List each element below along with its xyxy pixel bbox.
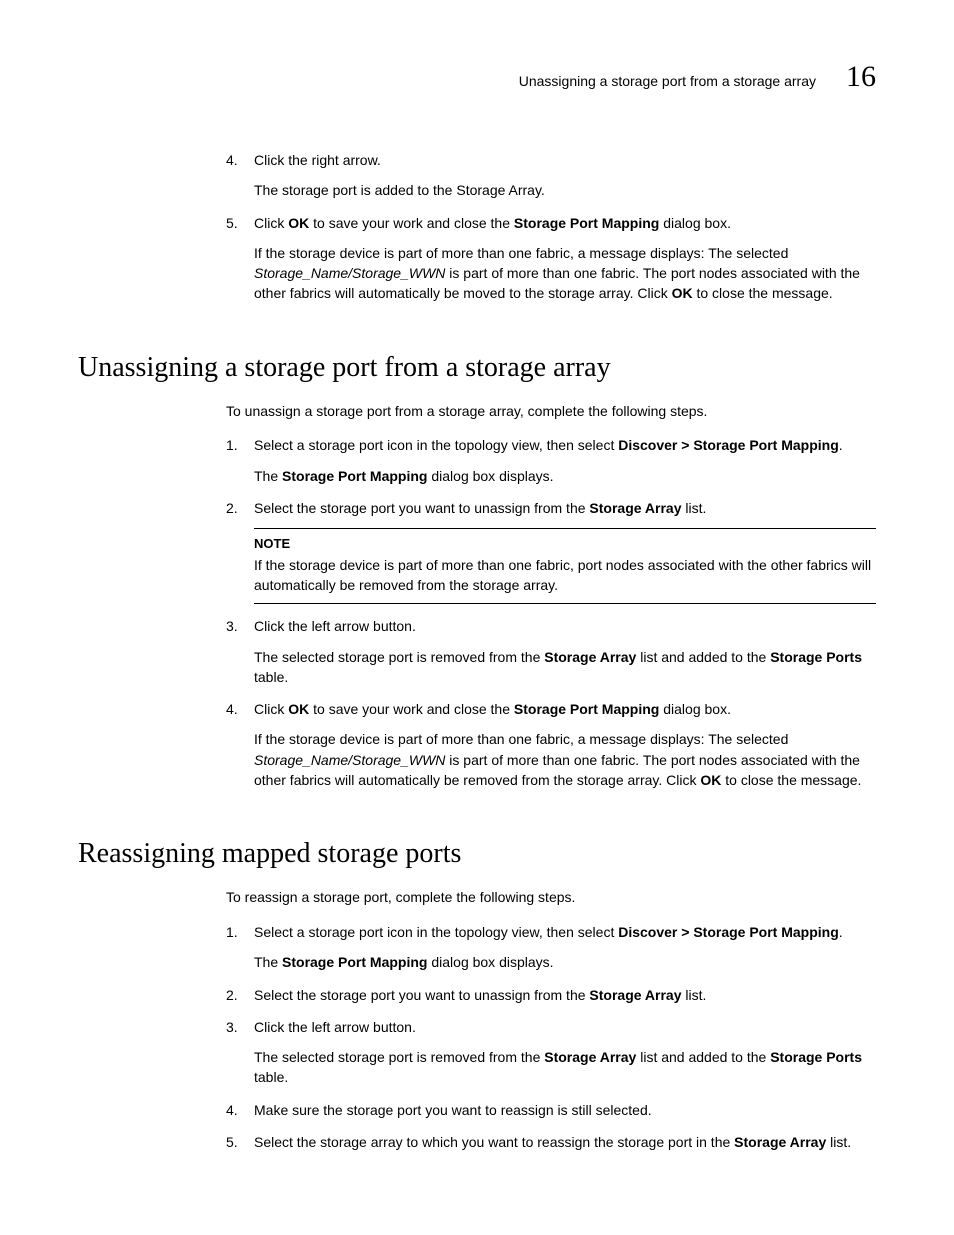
step-sub: If the storage device is part of more th… [254, 729, 876, 790]
text-run: list. [826, 1134, 851, 1150]
note-box: NOTE If the storage device is part of mo… [254, 528, 876, 604]
text-run: The [254, 468, 282, 484]
text-run: . [839, 437, 843, 453]
step-sub: The selected storage port is removed fro… [254, 647, 876, 688]
text-run: table. [254, 669, 288, 685]
bold-run: Discover > Storage Port Mapping [618, 924, 839, 940]
bold-run: Storage Array [734, 1134, 826, 1150]
text-run: table. [254, 1069, 288, 1085]
step-4: 4. Make sure the storage port you want t… [226, 1100, 876, 1120]
section-unassigning: To unassign a storage port from a storag… [226, 402, 876, 791]
prior-steps: 4. Click the right arrow. The storage po… [226, 150, 876, 304]
text-run: list and added to the [636, 1049, 770, 1065]
step-5: 5. Select the storage array to which you… [226, 1132, 876, 1152]
step-4: 4. Click the right arrow. The storage po… [226, 150, 876, 201]
text-run: dialog box displays. [427, 954, 553, 970]
step-1: 1. Select a storage port icon in the top… [226, 922, 876, 973]
step-sub: The Storage Port Mapping dialog box disp… [254, 952, 876, 972]
bold-run: Storage Ports [770, 1049, 862, 1065]
bold-run: Storage Port Mapping [282, 468, 427, 484]
step-text: Click the left arrow button. [254, 618, 416, 634]
bold-run: Storage Array [589, 500, 681, 516]
text-run: to close the message. [693, 285, 833, 301]
text-run: to save your work and close the [309, 701, 514, 717]
text-run: list. [682, 987, 707, 1003]
bold-run: Storage Array [544, 649, 636, 665]
step-sub: If the storage device is part of more th… [254, 243, 876, 304]
header-text: Unassigning a storage port from a storag… [519, 73, 816, 89]
bold-run: Storage Port Mapping [514, 215, 659, 231]
step-text: Make sure the storage port you want to r… [254, 1102, 652, 1118]
step-sub: The Storage Port Mapping dialog box disp… [254, 466, 876, 486]
text-run: The [254, 954, 282, 970]
step-number: 2. [226, 498, 238, 518]
bold-run: Storage Port Mapping [282, 954, 427, 970]
bold-run: Storage Array [589, 987, 681, 1003]
step-sub: The storage port is added to the Storage… [254, 180, 876, 200]
step-text: Click the right arrow. [254, 152, 381, 168]
text-run: Select the storage port you want to unas… [254, 500, 589, 516]
step-1: 1. Select a storage port icon in the top… [226, 435, 876, 486]
step-4: 4. Click OK to save your work and close … [226, 699, 876, 790]
step-3: 3. Click the left arrow button. The sele… [226, 616, 876, 687]
bold-run: Discover > Storage Port Mapping [618, 437, 839, 453]
text-run: The selected storage port is removed fro… [254, 649, 544, 665]
text-run: If the storage device is part of more th… [254, 245, 788, 261]
bold-run: Storage Array [544, 1049, 636, 1065]
step-2: 2. Select the storage port you want to u… [226, 985, 876, 1005]
step-number: 5. [226, 213, 238, 233]
bold-run: Storage Ports [770, 649, 862, 665]
text-run: to close the message. [721, 772, 861, 788]
heading-unassigning: Unassigning a storage port from a storag… [78, 352, 876, 384]
bold-run: OK [672, 285, 693, 301]
text-run: to save your work and close the [309, 215, 514, 231]
step-number: 1. [226, 922, 238, 942]
note-label: NOTE [254, 535, 876, 554]
step-2: 2. Select the storage port you want to u… [226, 498, 876, 604]
step-number: 4. [226, 1100, 238, 1120]
italic-run: Storage_Name/Storage_WWN [254, 752, 445, 768]
text-run: dialog box. [659, 701, 731, 717]
step-number: 4. [226, 150, 238, 170]
heading-reassigning: Reassigning mapped storage ports [78, 838, 876, 870]
text-run: Select the storage array to which you wa… [254, 1134, 734, 1150]
text-run: Click [254, 701, 288, 717]
bold-run: OK [700, 772, 721, 788]
text-run: Click [254, 215, 288, 231]
step-number: 3. [226, 616, 238, 636]
intro-text: To unassign a storage port from a storag… [226, 402, 876, 422]
step-text: Click the left arrow button. [254, 1019, 416, 1035]
text-run: Select a storage port icon in the topolo… [254, 437, 618, 453]
step-5: 5. Click OK to save your work and close … [226, 213, 876, 304]
text-run: Select the storage port you want to unas… [254, 987, 589, 1003]
step-number: 1. [226, 435, 238, 455]
step-number: 3. [226, 1017, 238, 1037]
text-run: dialog box displays. [427, 468, 553, 484]
text-run: . [839, 924, 843, 940]
step-3: 3. Click the left arrow button. The sele… [226, 1017, 876, 1088]
bold-run: OK [288, 701, 309, 717]
page-header: Unassigning a storage port from a storag… [78, 60, 876, 94]
text-run: dialog box. [659, 215, 731, 231]
step-number: 2. [226, 985, 238, 1005]
step-sub: The selected storage port is removed fro… [254, 1047, 876, 1088]
step-number: 4. [226, 699, 238, 719]
text-run: list. [682, 500, 707, 516]
text-run: If the storage device is part of more th… [254, 731, 788, 747]
bold-run: OK [288, 215, 309, 231]
chapter-number: 16 [846, 60, 876, 94]
page: Unassigning a storage port from a storag… [0, 0, 954, 1224]
italic-run: Storage_Name/Storage_WWN [254, 265, 445, 281]
text-run: The selected storage port is removed fro… [254, 1049, 544, 1065]
step-number: 5. [226, 1132, 238, 1152]
text-run: list and added to the [636, 649, 770, 665]
intro-text: To reassign a storage port, complete the… [226, 888, 876, 908]
section-reassigning: To reassign a storage port, complete the… [226, 888, 876, 1152]
text-run: Select a storage port icon in the topolo… [254, 924, 618, 940]
bold-run: Storage Port Mapping [514, 701, 659, 717]
note-text: If the storage device is part of more th… [254, 556, 876, 595]
